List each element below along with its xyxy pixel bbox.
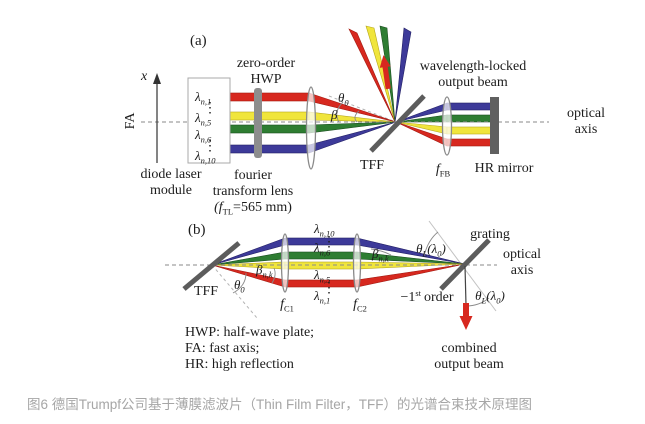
beam-red-feedback-bar xyxy=(446,138,492,147)
lambda-n6-label-b: λn,6 xyxy=(313,240,331,258)
beam-green-feedback-bar xyxy=(446,114,492,123)
beam-blue-feedback-bar xyxy=(446,102,492,111)
optical-axis-label-b-line2: axis xyxy=(511,263,534,278)
dots-icon: ⋮ xyxy=(322,281,336,296)
theta0-arc-a xyxy=(336,101,344,123)
theta0-label-a: θ0 xyxy=(338,90,349,108)
order-label: −1st order xyxy=(400,288,453,305)
hr-mirror-label: HR mirror xyxy=(475,161,534,176)
x-axis-arrowhead-icon xyxy=(153,73,161,84)
panel-b-tag: (b) xyxy=(188,222,206,238)
theta0-label-b: θ0 xyxy=(234,277,245,295)
beta-label-b-left: βn,k xyxy=(255,262,273,280)
output-beam-label-line1: wavelength-locked xyxy=(420,59,527,74)
dots-icon: ⋮ xyxy=(203,139,217,154)
beam-blue-reflected xyxy=(394,27,412,123)
thetaL-arc-top xyxy=(423,231,439,257)
grating-plate xyxy=(439,238,491,291)
lens-c2 xyxy=(352,233,362,293)
beam-blue-input-bar xyxy=(229,144,310,154)
panel-a-tag: (a) xyxy=(190,33,207,49)
lambda-n5-label-b: λn,5 xyxy=(313,267,330,285)
x-axis-label: x xyxy=(140,69,148,84)
output-beam-line xyxy=(464,265,467,306)
theta0-arc-b xyxy=(232,272,247,294)
beta-arc-a xyxy=(354,110,360,123)
beam-yellow-feedback-bar xyxy=(446,126,492,135)
tff-label-b: TFF xyxy=(194,284,218,299)
lambda-n10-label-b: λn,10 xyxy=(313,221,335,239)
tff-plate-b xyxy=(182,241,241,291)
beta-arc-b-right xyxy=(370,248,392,256)
beam-yellow-converging xyxy=(308,111,397,123)
combined-output-label-line1: combined xyxy=(441,341,496,356)
fourier-lens-focal-label: (fTL=565 mm) xyxy=(214,200,292,217)
lambda-n5-label-a: λn,5 xyxy=(194,110,211,128)
figure-diagram: x FA λn,1 ⋮ λn,5 λn,6 ⋮ λn,10 diode lase… xyxy=(123,25,605,372)
dots-icon: ⋮ xyxy=(203,101,217,116)
panel-b: TFF θ0 βn,k fC1 fC2 λn,10 ⋮ λn,6 λn,5 ⋮ … xyxy=(165,220,541,372)
beam-red-input-bar xyxy=(229,92,310,102)
thetaL-label-top: θL(λ0) xyxy=(416,241,446,259)
beam-green-converging xyxy=(308,121,397,134)
grating-label: grating xyxy=(470,227,510,242)
lambda-n10-label-a: λn,10 xyxy=(194,148,216,166)
hwp-label-line1: zero-order xyxy=(237,56,296,71)
hr-mirror xyxy=(490,97,499,154)
figure-caption: 图6 德国Trumpf公司基于薄膜滤波片（Thin Film Filter，TF… xyxy=(27,397,533,412)
lambda-n1-label-a: λn,1 xyxy=(194,89,211,107)
diode-laser-module-box xyxy=(187,77,231,164)
beta-arc-b-left xyxy=(271,267,276,284)
dots-icon: ⋮ xyxy=(322,235,336,250)
combined-output-label-line2: output beam xyxy=(434,357,504,372)
beam-yellow-input-bar xyxy=(229,111,310,121)
panel-a: x FA λn,1 ⋮ λn,5 λn,6 ⋮ λn,10 diode lase… xyxy=(123,25,605,217)
beta-label-a: β xyxy=(330,107,338,122)
optical-axis-label-b-line1: optical xyxy=(503,247,541,262)
tff-plate-a xyxy=(369,94,426,153)
lens-c2-label: fC2 xyxy=(353,297,367,314)
fa-label: FA xyxy=(123,112,138,130)
legend-hr: HR: high reflection xyxy=(185,357,294,372)
fourier-lens-label-line2: transform lens xyxy=(213,184,293,199)
module-label-line2: module xyxy=(150,183,192,198)
feedback-lens xyxy=(441,96,453,156)
thetaL-label-bottom: θL(λ0) xyxy=(475,288,505,306)
feedback-lens-label: fFB xyxy=(436,162,451,179)
output-arrow-up-icon xyxy=(379,55,391,90)
legend-hwp: HWP: half-wave plate; xyxy=(185,325,314,340)
tff-label-a: TFF xyxy=(360,158,384,173)
output-beam-label-line2: output beam xyxy=(438,75,508,90)
lambda-n1-label-b: λn,1 xyxy=(313,288,330,306)
beam-green-input-bar xyxy=(229,124,310,134)
beta-label-b-right: βn,k xyxy=(371,246,389,264)
module-label-line1: diode laser xyxy=(140,167,201,182)
lens-c1-label: fC1 xyxy=(280,297,294,314)
optical-axis-label-a-line1: optical xyxy=(567,106,605,121)
optical-axis-label-a-line2: axis xyxy=(575,122,598,137)
fourier-lens-label-line1: fourier xyxy=(234,168,272,183)
beam-red-reflected xyxy=(348,28,396,123)
lambda-n6-label-a: λn,6 xyxy=(194,127,212,145)
fourier-lens xyxy=(305,86,317,170)
beam-blue-bar-b xyxy=(284,237,358,246)
legend-fa: FA: fast axis; xyxy=(185,341,259,356)
hwp-plate xyxy=(254,88,262,158)
hwp-label-line2: HWP xyxy=(250,72,281,87)
output-arrow-down-icon xyxy=(459,303,473,330)
lens-c1 xyxy=(280,233,290,293)
